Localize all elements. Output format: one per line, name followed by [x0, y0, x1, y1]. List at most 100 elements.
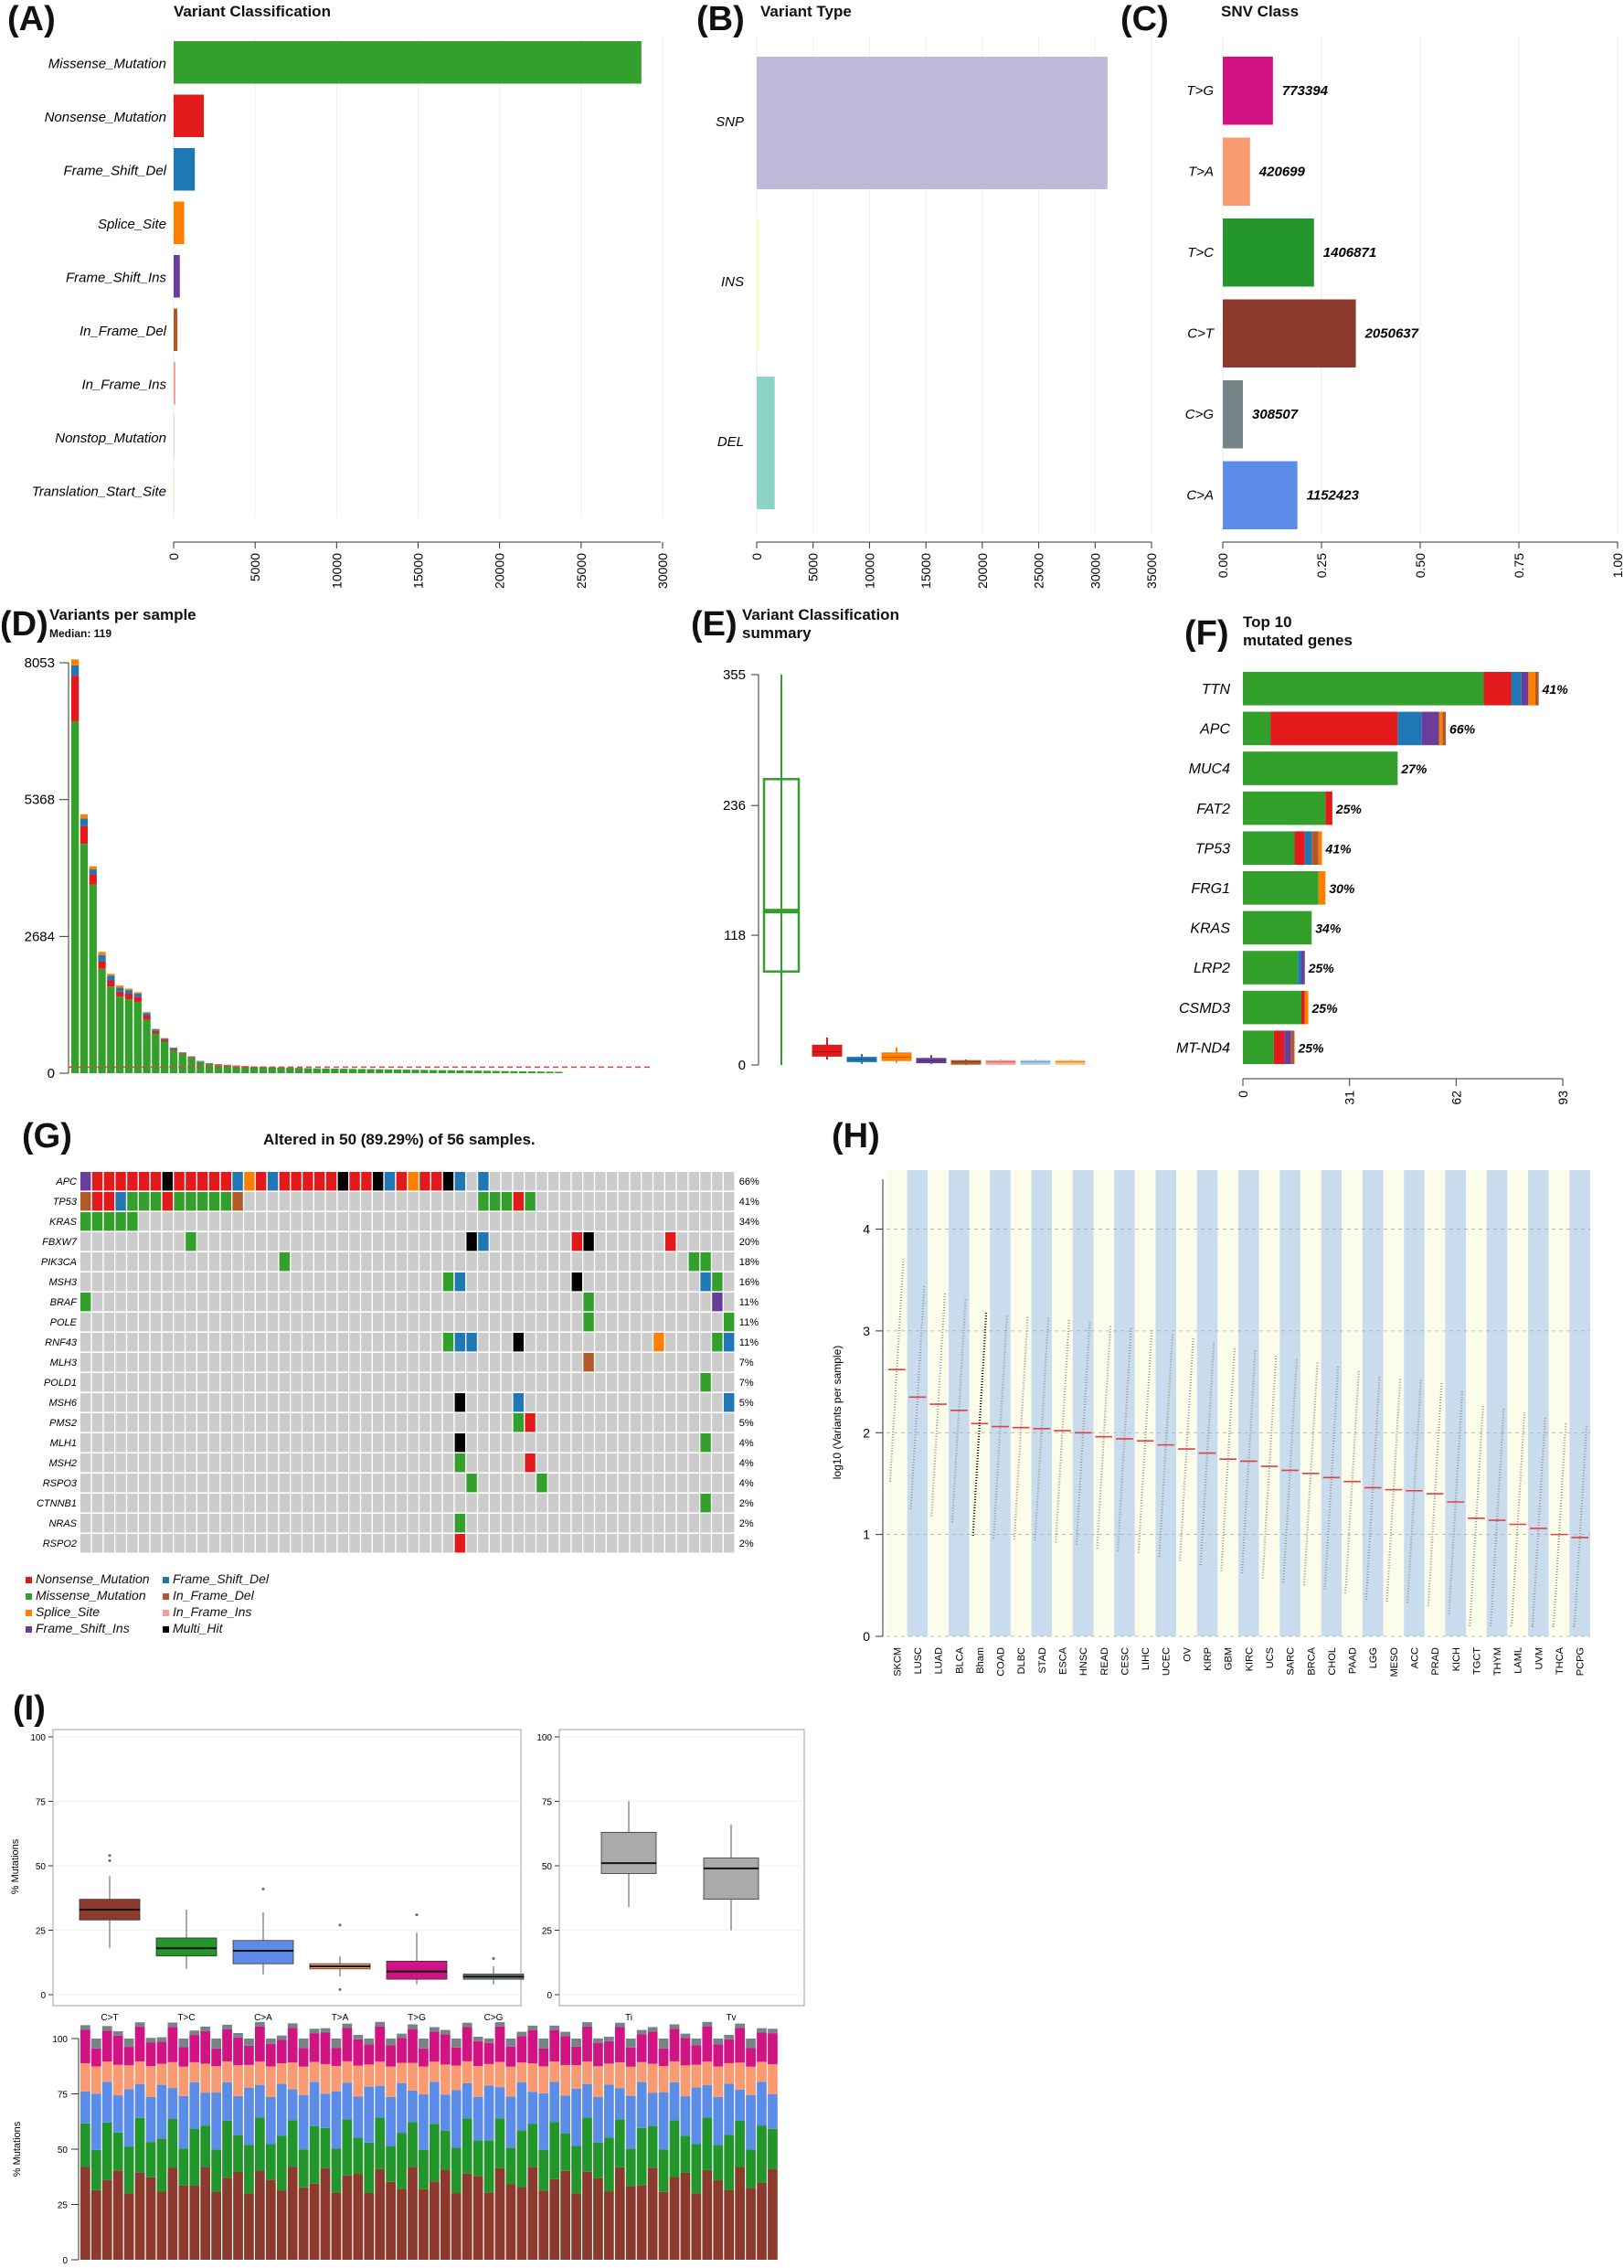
oncoplot-cell	[279, 1272, 290, 1292]
oncoplot-cell	[80, 1433, 91, 1453]
sample-composition-segment	[265, 2066, 276, 2097]
oncoplot-cell	[174, 1313, 185, 1332]
oncoplot-cell	[595, 1453, 606, 1473]
oncoplot-cell	[150, 1413, 162, 1432]
sample-composition-segment	[298, 2187, 309, 2260]
oncoplot-cell	[197, 1232, 208, 1251]
oncoplot-cell	[548, 1192, 559, 1211]
sample-composition-segment	[200, 2026, 211, 2031]
oncoplot-cell	[337, 1413, 348, 1432]
oncoplot-cell	[267, 1293, 279, 1312]
oncoplot-cell	[724, 1514, 735, 1533]
oncoplot-cell	[478, 1333, 489, 1352]
oncoplot-cell	[384, 1534, 396, 1553]
sample-composition-segment	[538, 2039, 549, 2049]
oncoplot-cell	[618, 1293, 630, 1312]
oncoplot-cell	[384, 1453, 396, 1473]
oncoplot-cell	[91, 1393, 103, 1412]
sample-bar-segment	[152, 1033, 160, 1073]
chart-variant-type: 0 5000 10000 15000 20000 25000 30000 35000SNPIN…	[716, 37, 1159, 589]
oncoplot-cell	[724, 1293, 735, 1312]
gene-bar-fat2	[1325, 791, 1332, 825]
sample-composition-segment	[287, 2028, 298, 2063]
sample-composition-segment	[505, 2096, 516, 2148]
oncoplot-cell	[583, 1252, 594, 1272]
category-label: C>G	[484, 2013, 504, 2023]
oncoplot-cell	[396, 1373, 407, 1392]
oncoplot-cell	[150, 1192, 162, 1211]
sample-bar-segment	[161, 1038, 169, 1040]
oncoplot-cell	[536, 1514, 547, 1533]
oncoplot-cell	[419, 1293, 430, 1312]
oncoplot-cell	[314, 1534, 325, 1553]
sample-composition-segment	[112, 2030, 123, 2036]
oncoplot-cell	[208, 1453, 220, 1473]
oncoplot-gene-label: APC	[55, 1177, 77, 1187]
oncoplot-pct-label: 16%	[739, 1277, 759, 1288]
oncoplot-cell	[478, 1413, 489, 1432]
oncoplot-cell	[548, 1534, 559, 1553]
cohort-label: BLCA	[954, 1646, 965, 1673]
oncoplot-cell	[186, 1192, 196, 1211]
sample-composition-segment	[244, 2193, 254, 2260]
oncoplot-cell	[162, 1252, 173, 1272]
gene-pct-label: 27%	[1400, 761, 1428, 776]
oncoplot-cell	[208, 1192, 220, 1211]
category-label: T>G	[408, 2013, 426, 2023]
oncoplot-cell	[665, 1373, 676, 1392]
sample-composition-segment	[255, 2084, 265, 2118]
oncoplot-cell	[232, 1272, 243, 1292]
oncoplot-cell	[571, 1393, 582, 1412]
sample-bar-segment	[214, 1065, 223, 1073]
oncoplot-cell	[384, 1433, 396, 1453]
oncoplot-cell	[139, 1172, 150, 1191]
sample-bar-segment	[268, 1067, 276, 1073]
oncoplot-cell	[618, 1494, 630, 1513]
sample-composition-segment	[582, 2117, 592, 2172]
category-label: T>G	[1186, 83, 1214, 99]
oncoplot-cell	[115, 1333, 126, 1352]
oncoplot-cell	[279, 1232, 290, 1251]
oncoplot-cell	[220, 1212, 231, 1231]
oncoplot-cell	[490, 1272, 501, 1292]
box-c-a	[232, 1940, 294, 1965]
oncoplot-cell	[712, 1232, 723, 1251]
gene-bar-csmd3	[1300, 990, 1305, 1025]
oncoplot-cell	[665, 1393, 676, 1412]
gene-pct-label: 25%	[1308, 961, 1335, 975]
oncoplot-cell	[583, 1393, 594, 1412]
sample-bar-segment	[555, 1071, 563, 1073]
oncoplot-cell	[150, 1433, 162, 1453]
category-label: C>T	[1187, 326, 1215, 342]
legend-item-inframe-ins: In_Frame_Ins	[163, 1603, 300, 1620]
sample-composition-segment	[757, 2182, 767, 2260]
oncoplot-cell	[466, 1212, 477, 1231]
sample-composition-segment	[669, 2120, 680, 2177]
sample-composition-segment	[735, 2062, 745, 2090]
oncoplot-cell	[150, 1293, 162, 1312]
x-tick-label: 0.50	[1413, 553, 1428, 578]
cohort-points	[1117, 1326, 1132, 1551]
sample-composition-segment	[419, 2039, 429, 2049]
oncoplot-cell	[80, 1353, 91, 1372]
gene-label: FAT2	[1196, 802, 1230, 817]
gene-label: KRAS	[1190, 921, 1230, 937]
oncoplot-cell	[103, 1313, 114, 1332]
sample-composition-segment	[287, 2023, 298, 2028]
oncoplot-cell	[571, 1413, 582, 1432]
oncoplot-cell	[665, 1413, 676, 1432]
sample-composition-segment	[462, 2082, 472, 2119]
oncoplot-cell	[267, 1453, 279, 1473]
cohort-points	[1034, 1316, 1050, 1541]
sample-composition-segment	[713, 2145, 724, 2181]
oncoplot-cell	[688, 1333, 699, 1352]
sample-bar-segment	[196, 1061, 205, 1062]
sample-bar-segment	[492, 1070, 500, 1073]
cohort-band	[1217, 1170, 1238, 1636]
sample-bar-segment	[98, 961, 106, 969]
oncoplot-cell	[314, 1293, 325, 1312]
oncoplot-cell	[186, 1474, 196, 1493]
oncoplot-cell	[325, 1393, 337, 1412]
oncoplot-cell	[291, 1433, 302, 1453]
sample-composition-segment	[80, 2167, 90, 2260]
